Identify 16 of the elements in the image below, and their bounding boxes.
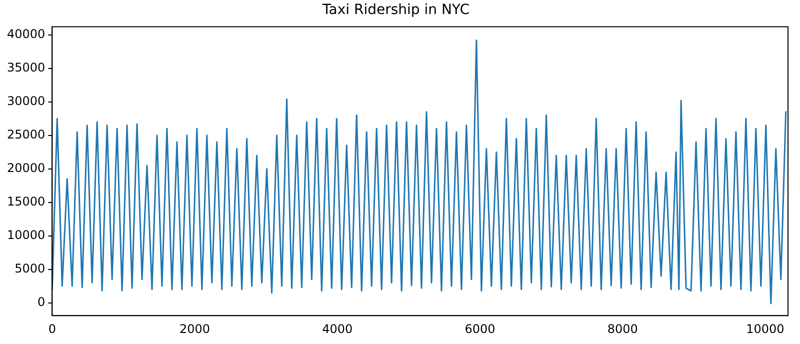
y-tick-label: 20000 [6,160,46,175]
x-tick-label: 0 [48,322,56,336]
y-tick-label: 25000 [6,127,46,142]
y-tick-label: 35000 [6,60,46,74]
y-tick-label: 40000 [6,26,46,41]
chart-title: Taxi Ridership in NYC [322,2,470,18]
x-tick-label: 4000 [322,322,353,336]
x-tick-label: 10000 [746,322,784,336]
y-tick-label: 0 [38,294,46,309]
x-tick-label: 6000 [464,322,496,336]
x-tick-label: 8000 [607,322,638,336]
y-tick-label: 10000 [6,228,46,242]
y-tick-label: 30000 [6,94,46,108]
y-tick-label: 15000 [6,194,46,208]
x-tick-label: 2000 [180,322,210,336]
y-tick-label: 5000 [14,261,46,276]
